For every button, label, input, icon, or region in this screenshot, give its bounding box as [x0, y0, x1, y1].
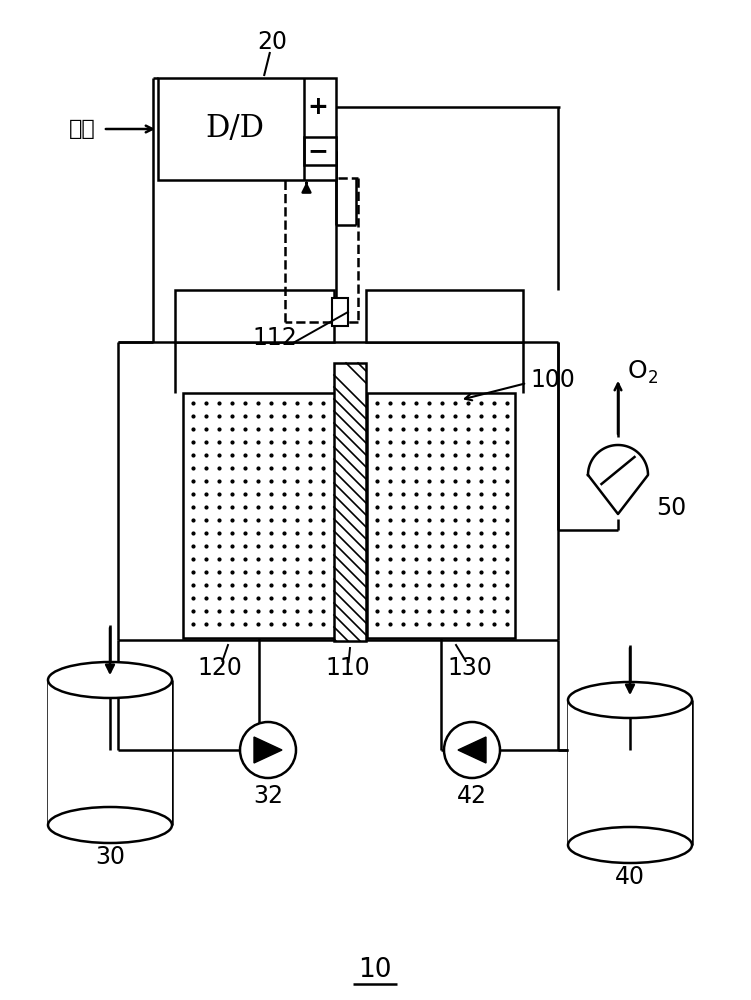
Bar: [568, 700, 692, 845]
Text: 30: 30: [95, 845, 125, 869]
Bar: [183, 393, 335, 638]
Ellipse shape: [48, 807, 172, 843]
Ellipse shape: [568, 682, 692, 718]
Text: 112: 112: [252, 326, 297, 350]
Bar: [366, 290, 523, 342]
Ellipse shape: [568, 827, 692, 863]
Bar: [158, 78, 336, 180]
Circle shape: [444, 722, 500, 778]
Ellipse shape: [48, 662, 172, 698]
Text: 20: 20: [257, 30, 287, 54]
Text: 110: 110: [326, 656, 370, 680]
Text: +: +: [308, 95, 328, 119]
Text: 100: 100: [530, 368, 575, 392]
Text: O: O: [628, 359, 647, 383]
Polygon shape: [588, 445, 648, 514]
Bar: [175, 290, 334, 342]
Text: 42: 42: [457, 784, 487, 808]
Bar: [332, 298, 348, 326]
Bar: [367, 393, 515, 638]
Polygon shape: [254, 737, 282, 763]
Text: 120: 120: [198, 656, 243, 680]
Text: 32: 32: [253, 784, 283, 808]
Text: 50: 50: [656, 496, 686, 520]
Text: 电源: 电源: [69, 119, 96, 139]
Text: −: −: [307, 139, 328, 163]
Text: 2: 2: [648, 369, 659, 387]
Bar: [304, 137, 336, 165]
Bar: [48, 680, 172, 825]
Text: 130: 130: [448, 656, 493, 680]
Circle shape: [240, 722, 296, 778]
Text: D/D: D/D: [206, 113, 264, 144]
Text: 40: 40: [615, 865, 645, 889]
Text: 10: 10: [358, 957, 392, 983]
Bar: [334, 363, 366, 641]
Polygon shape: [458, 737, 486, 763]
